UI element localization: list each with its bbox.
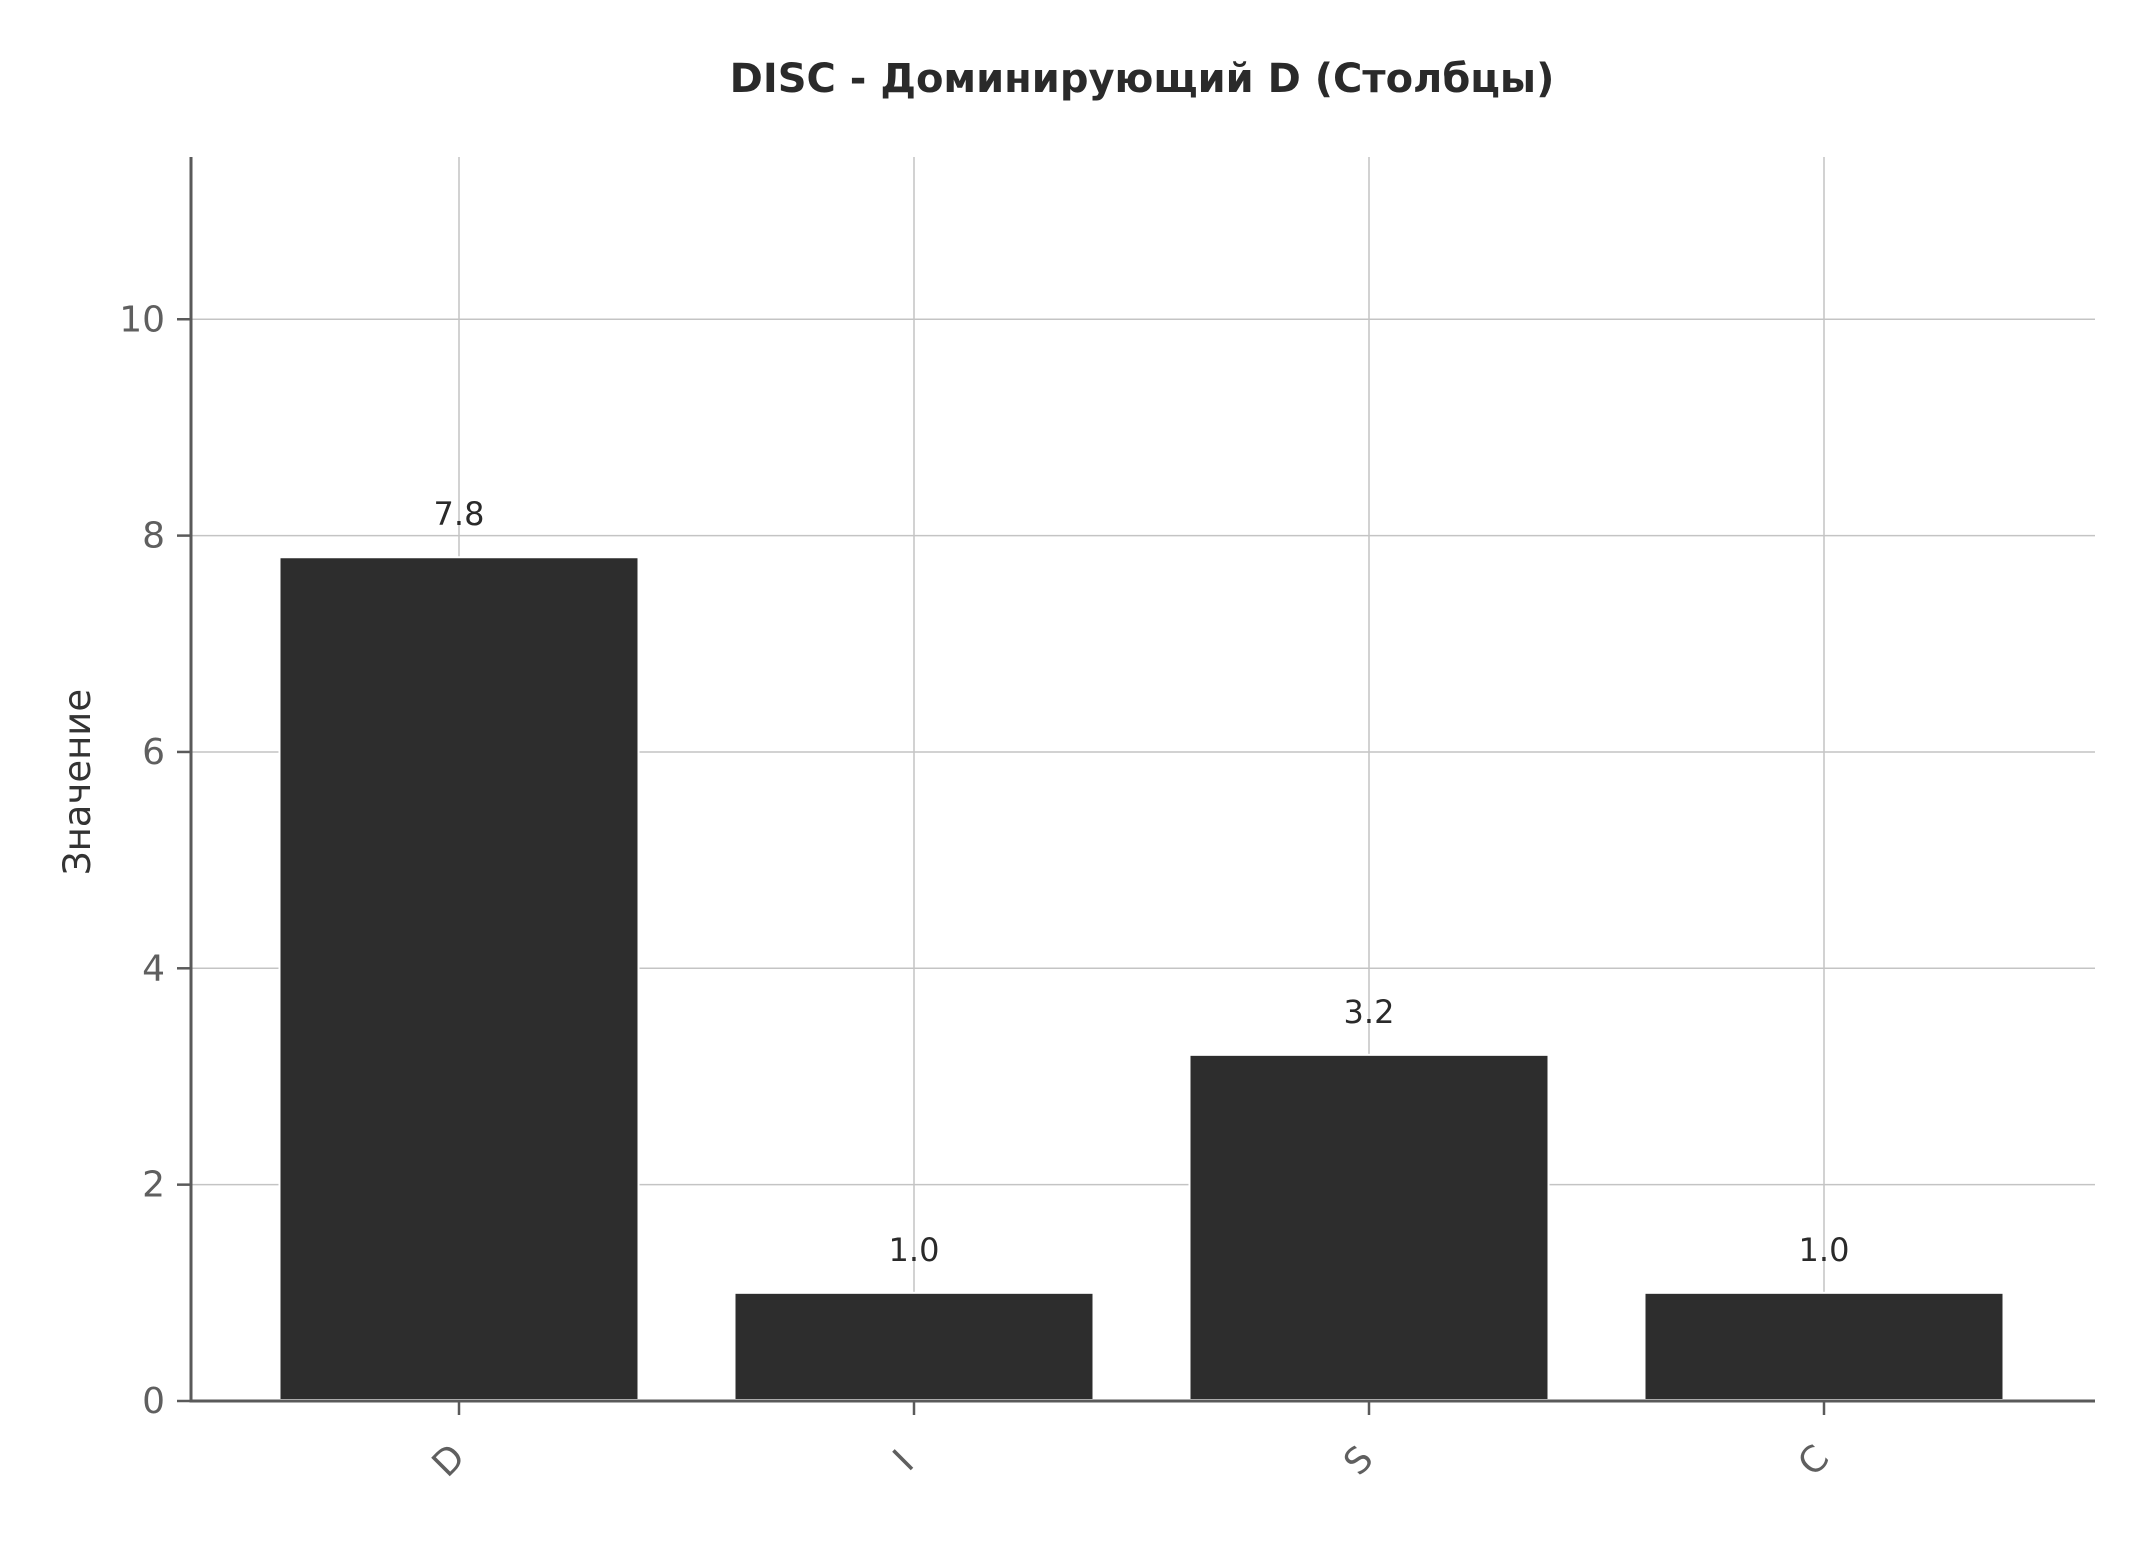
data-label: 1.0 <box>1799 1231 1850 1269</box>
data-label: 1.0 <box>889 1231 940 1269</box>
y-tick-label: 2 <box>142 1165 165 1206</box>
x-tick-label: I <box>886 1443 923 1480</box>
bars <box>278 556 2005 1402</box>
y-axis-label: Значение <box>56 689 99 875</box>
chart-title: DISC - Доминирующий D (Столбцы) <box>730 56 1555 102</box>
y-tick-label: 10 <box>119 299 165 340</box>
y-tick-label: 6 <box>142 732 165 773</box>
data-label: 7.8 <box>434 495 485 533</box>
bar-i <box>733 1291 1095 1401</box>
x-tick-label: D <box>425 1437 474 1486</box>
bar-c <box>1643 1291 2005 1401</box>
data-labels: 7.8 1.0 3.2 1.0 <box>434 495 1850 1269</box>
y-tick-label: 8 <box>142 516 165 557</box>
y-tick-label: 0 <box>142 1381 165 1422</box>
x-tick-label: C <box>1790 1437 1837 1484</box>
axes <box>177 157 2095 1415</box>
data-label: 3.2 <box>1344 993 1395 1031</box>
x-tick-label: S <box>1336 1438 1381 1483</box>
bar-s <box>1188 1053 1550 1402</box>
y-tick-label: 4 <box>142 948 165 989</box>
bar-d <box>278 556 640 1401</box>
